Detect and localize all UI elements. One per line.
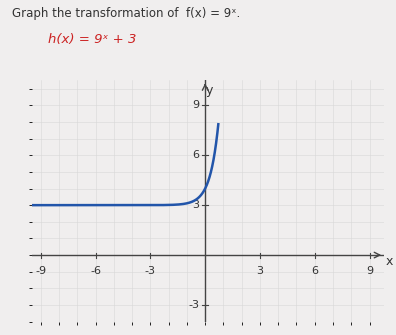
- Text: 6: 6: [311, 266, 318, 276]
- Text: 3: 3: [257, 266, 263, 276]
- Text: x: x: [386, 255, 393, 268]
- Text: Graph the transformation of  f(x) = 9ˣ.: Graph the transformation of f(x) = 9ˣ.: [12, 7, 240, 20]
- Text: h(x) = 9ˣ + 3: h(x) = 9ˣ + 3: [48, 34, 136, 47]
- Text: -9: -9: [35, 266, 46, 276]
- Text: 9: 9: [366, 266, 373, 276]
- Text: 3: 3: [193, 200, 200, 210]
- Text: -3: -3: [188, 300, 200, 310]
- Text: -6: -6: [90, 266, 101, 276]
- Text: 9: 9: [192, 100, 200, 110]
- Text: y: y: [206, 84, 213, 97]
- Text: 6: 6: [193, 150, 200, 160]
- Text: -3: -3: [145, 266, 156, 276]
